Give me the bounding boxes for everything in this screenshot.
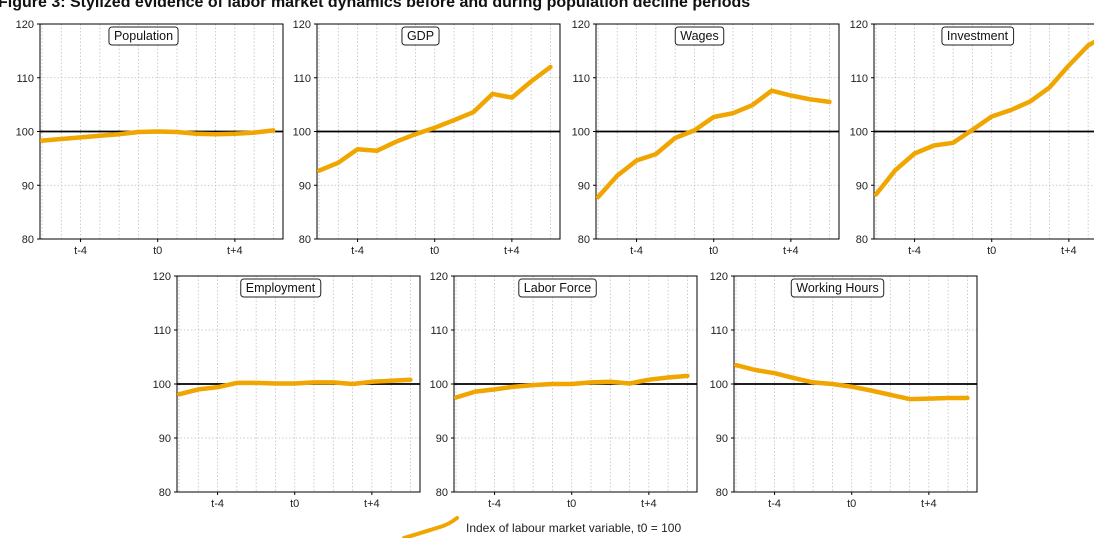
x-tick-label: t+4	[783, 245, 799, 257]
y-tick-label: 100	[850, 127, 868, 139]
x-tick-label: t0	[430, 245, 439, 257]
panel-title: Labor Force	[524, 281, 591, 295]
figure-title: Figure 3: Stylized evidence of labor mar…	[0, 0, 750, 11]
y-tick-label: 100	[710, 379, 728, 391]
y-tick-label: 90	[578, 180, 590, 192]
series-line	[454, 373, 690, 400]
x-tick-label: t-4	[351, 245, 364, 257]
panel-labor-force: 80 90 100 110 120 t-4 t0 t+4 Labor Force	[430, 271, 698, 510]
panel-title-box	[401, 26, 440, 46]
x-tick-label: t0	[153, 245, 162, 257]
y-tick-label: 110	[572, 73, 590, 85]
panels: 80 90 100 110 120 t-4 t0 t+4 Population 80 90 100 11…	[16, 19, 1094, 510]
series-line	[40, 128, 276, 143]
y-tick-label: 110	[430, 325, 448, 337]
panel-population: 80 90 100 110 120 t-4 t0 t+4 Population	[16, 19, 284, 257]
panel-gdp: 80 90 100 110 120 t-4 t0 t+4 GDP	[293, 19, 561, 257]
series-line	[317, 64, 553, 173]
series-line	[177, 377, 413, 397]
x-tick-label: t+4	[364, 498, 380, 510]
x-tick-label: t0	[709, 245, 718, 257]
legend-label: Index of labour market variable, t0 = 10…	[466, 521, 681, 535]
panel-title-box	[674, 26, 725, 46]
y-tick-label: 120	[850, 19, 868, 31]
x-tick-label: t-4	[908, 245, 921, 257]
x-tick-label: t+4	[504, 245, 520, 257]
panel-working-hours: 80 90 100 110 120 t-4 t0 t+4 Working Hours	[710, 271, 978, 510]
series-line	[596, 88, 832, 200]
y-tick-label: 100	[430, 379, 448, 391]
y-tick-label: 100	[153, 379, 171, 391]
panel-wages: 80 90 100 110 120 t-4 t0 t+4 Wages	[572, 19, 840, 257]
y-tick-label: 110	[850, 73, 868, 85]
y-tick-label: 90	[159, 433, 171, 445]
y-tick-label: 120	[153, 271, 171, 283]
panel-title: Investment	[947, 29, 1009, 43]
y-tick-label: 100	[572, 127, 590, 139]
panel-title: GDP	[407, 29, 434, 43]
y-tick-label: 90	[856, 180, 868, 192]
y-tick-label: 80	[578, 234, 590, 246]
legend: Index of labour market variable, t0 = 10…	[402, 516, 681, 538]
y-tick-label: 100	[293, 127, 311, 139]
panel-title-box	[240, 278, 322, 298]
y-tick-label: 120	[16, 19, 34, 31]
x-tick-label: t-4	[768, 498, 781, 510]
y-tick-label: 120	[572, 19, 590, 31]
x-tick-label: t0	[567, 498, 576, 510]
y-tick-label: 90	[299, 180, 311, 192]
y-tick-label: 80	[436, 487, 448, 499]
x-tick-label: t-4	[211, 498, 224, 510]
panel-title: Population	[114, 29, 173, 43]
panel-title: Wages	[680, 29, 718, 43]
panel-title-box	[941, 26, 1015, 46]
y-tick-label: 110	[16, 73, 34, 85]
y-tick-label: 120	[710, 271, 728, 283]
y-tick-label: 80	[159, 487, 171, 499]
y-tick-label: 90	[22, 180, 34, 192]
y-tick-label: 90	[716, 433, 728, 445]
x-tick-label: t+4	[921, 498, 937, 510]
panel-title: Employment	[246, 281, 316, 295]
x-tick-label: t+4	[227, 245, 243, 257]
panel-title-box	[790, 278, 885, 298]
y-tick-label: 80	[299, 234, 311, 246]
series-line	[874, 39, 1094, 197]
panel-investment: 80 90 100 110 120 t-4 t0 t+4 Investment	[850, 19, 1094, 257]
y-tick-label: 110	[153, 325, 171, 337]
y-tick-label: 80	[856, 234, 868, 246]
y-tick-label: 110	[293, 73, 311, 85]
x-tick-label: t0	[987, 245, 996, 257]
panel-title-box	[108, 26, 179, 46]
y-tick-label: 80	[716, 487, 728, 499]
x-tick-label: t-4	[630, 245, 643, 257]
x-tick-label: t+4	[641, 498, 657, 510]
y-tick-label: 110	[710, 325, 728, 337]
y-tick-label: 120	[430, 271, 448, 283]
panel-title-box	[518, 278, 597, 298]
legend-swatch	[402, 516, 459, 538]
y-tick-label: 120	[293, 19, 311, 31]
series-line	[734, 362, 970, 402]
x-tick-label: t0	[290, 498, 299, 510]
panel-employment: 80 90 100 110 120 t-4 t0 t+4 Employment	[153, 271, 421, 510]
y-tick-label: 90	[436, 433, 448, 445]
x-tick-label: t-4	[74, 245, 87, 257]
y-tick-label: 100	[16, 127, 34, 139]
panel-title: Working Hours	[796, 281, 878, 295]
x-tick-label: t+4	[1061, 245, 1077, 257]
x-tick-label: t-4	[488, 498, 501, 510]
y-tick-label: 80	[22, 234, 34, 246]
x-tick-label: t0	[847, 498, 856, 510]
